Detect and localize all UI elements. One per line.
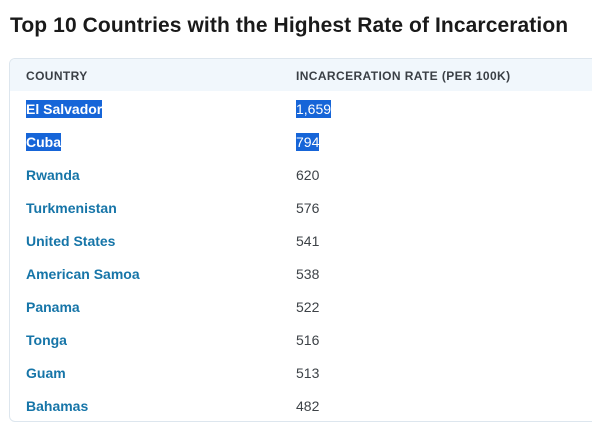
table-row: El Salvador 1,659: [10, 92, 592, 125]
table-row: Tonga 516: [10, 323, 592, 356]
rate-value: 1,659: [296, 100, 332, 118]
country-link[interactable]: Rwanda: [26, 167, 80, 183]
table-row: Panama 522: [10, 290, 592, 323]
table-row: United States 541: [10, 224, 592, 257]
rate-value: 541: [296, 233, 320, 249]
table-row: Cuba 794: [10, 125, 592, 158]
table-row: American Samoa 538: [10, 257, 592, 290]
table-header: COUNTRY INCARCERATION RATE (PER 100K): [10, 59, 592, 91]
table-row: Bahamas 482: [10, 389, 592, 421]
page-title: Top 10 Countries with the Highest Rate o…: [10, 14, 569, 37]
table-row: Turkmenistan 576: [10, 191, 592, 224]
table-body: El Salvador 1,659 Cuba 794 Rwanda 620 Tu…: [10, 92, 592, 421]
rate-value: 794: [296, 133, 320, 151]
rate-value: 538: [296, 266, 320, 282]
country-link[interactable]: American Samoa: [26, 266, 140, 282]
country-link[interactable]: Panama: [26, 299, 80, 315]
country-link[interactable]: Cuba: [26, 133, 61, 151]
rate-value: 576: [296, 200, 320, 216]
country-link[interactable]: El Salvador: [26, 100, 103, 118]
rate-value: 482: [296, 398, 320, 414]
rate-value: 522: [296, 299, 320, 315]
column-header-country: COUNTRY: [26, 69, 88, 83]
table-row: Guam 513: [10, 356, 592, 389]
country-link[interactable]: Tonga: [26, 332, 67, 348]
rate-value: 620: [296, 167, 320, 183]
rate-value: 516: [296, 332, 320, 348]
incarceration-table: COUNTRY INCARCERATION RATE (PER 100K) El…: [9, 58, 592, 422]
country-link[interactable]: Bahamas: [26, 398, 89, 414]
country-link[interactable]: Guam: [26, 365, 66, 381]
country-link[interactable]: United States: [26, 233, 116, 249]
rate-value: 513: [296, 365, 320, 381]
country-link[interactable]: Turkmenistan: [26, 200, 117, 216]
table-row: Rwanda 620: [10, 158, 592, 191]
column-header-rate: INCARCERATION RATE (PER 100K): [296, 69, 511, 83]
